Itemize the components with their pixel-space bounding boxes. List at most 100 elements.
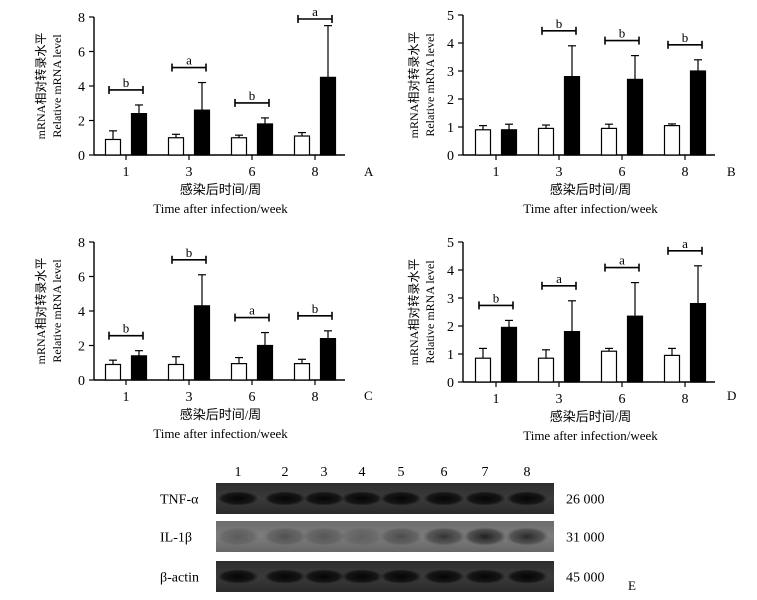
y-tick-label: 1 xyxy=(447,121,454,136)
blot-band xyxy=(341,527,383,546)
blot-row-size: 26 000 xyxy=(566,493,605,508)
y-tick-label: 4 xyxy=(447,37,454,52)
y-tick-label: 2 xyxy=(447,320,454,335)
bar-control xyxy=(474,357,492,383)
blot-lane-number: 6 xyxy=(441,465,448,480)
blot-band xyxy=(464,527,506,546)
significance-letter: b xyxy=(493,290,500,305)
bar-control xyxy=(663,124,681,156)
x-tick-label: 8 xyxy=(312,390,319,405)
bar-infected xyxy=(689,303,707,383)
y-tick-label: 5 xyxy=(447,9,454,24)
blot-band xyxy=(218,569,258,584)
panel-C: 0 2 4 6 8 1 3 6 8 b b a b mRNA相对转录水平 Relative mRNA lev… xyxy=(33,236,373,441)
x-axis-label-en: Time after infection/week xyxy=(153,426,288,441)
blot-row-size: 45 000 xyxy=(566,571,605,586)
bar-control xyxy=(104,138,122,156)
bar-infected xyxy=(689,70,707,156)
y-tick-label: 4 xyxy=(447,264,454,279)
blot-lane-number: 3 xyxy=(321,465,328,480)
blot-band xyxy=(506,527,548,546)
x-tick-label: 3 xyxy=(556,165,563,180)
significance-letter: b xyxy=(682,30,689,45)
bar-infected xyxy=(130,112,148,156)
blot-band xyxy=(381,491,421,506)
y-tick-label: 6 xyxy=(78,271,85,286)
blot-lane-number: 8 xyxy=(524,465,531,480)
bar-control xyxy=(167,363,185,381)
panel-letter-B: B xyxy=(727,164,736,179)
x-axis-label-en: Time after infection/week xyxy=(523,201,658,216)
significance-letter: b xyxy=(312,301,319,316)
blot-band xyxy=(380,527,422,546)
x-axis-label-zh: 感染后时间/周 xyxy=(180,182,262,197)
y-tick-label: 8 xyxy=(78,11,85,26)
y-tick-label: 0 xyxy=(447,149,454,164)
bar-infected xyxy=(563,331,581,383)
blot-lane-number: 4 xyxy=(359,465,366,480)
blot-lane-numbers: 1 2 3 4 5 6 7 8 xyxy=(235,465,531,480)
bar-infected xyxy=(256,344,274,381)
blot-band xyxy=(342,491,382,506)
x-tick-label: 6 xyxy=(249,165,256,180)
y-tick-label: 2 xyxy=(447,93,454,108)
bar-infected xyxy=(626,315,644,383)
blot-band xyxy=(265,491,305,506)
bar-infected xyxy=(193,305,211,381)
blot-band xyxy=(423,527,465,546)
y-tick-label: 0 xyxy=(447,376,454,391)
y-axis-label-en: Relative mRNA level xyxy=(423,260,437,364)
significance-letter: b xyxy=(123,75,130,90)
bar-infected xyxy=(319,76,337,156)
bar-control xyxy=(600,350,618,383)
bar-control xyxy=(600,127,618,156)
x-tick-label: 1 xyxy=(493,392,500,407)
y-axis-label-en: Relative mRNA level xyxy=(423,33,437,137)
x-tick-label: 8 xyxy=(682,165,689,180)
bar-infected xyxy=(193,109,211,156)
x-tick-label: 3 xyxy=(186,165,193,180)
blot-lane-number: 5 xyxy=(398,465,405,480)
bar-infected xyxy=(563,75,581,156)
x-axis-label-en: Time after infection/week xyxy=(523,428,658,443)
blot-band xyxy=(424,491,464,506)
y-axis-label-zh: mRNA相对转录水平 xyxy=(406,259,421,366)
y-tick-label: 8 xyxy=(78,236,85,251)
blot-band xyxy=(342,569,382,584)
significance-letter: a xyxy=(619,253,625,268)
significance-letter: b xyxy=(123,321,130,336)
panel-letter-A: A xyxy=(364,164,374,179)
bar-infected xyxy=(256,123,274,156)
blot-lane-number: 1 xyxy=(235,465,242,480)
x-tick-label: 6 xyxy=(619,165,626,180)
bar-infected xyxy=(626,78,644,156)
blot-lane-number: 2 xyxy=(282,465,289,480)
y-axis-label-en: Relative mRNA level xyxy=(50,34,64,138)
y-axis-label-en: Relative mRNA level xyxy=(50,259,64,363)
blot-band xyxy=(424,569,464,584)
y-axis-label-zh: mRNA相对转录水平 xyxy=(33,33,48,140)
y-axis-label-zh: mRNA相对转录水平 xyxy=(33,258,48,365)
significance-letter: b xyxy=(619,26,626,41)
blot-band xyxy=(381,569,421,584)
significance-letter: a xyxy=(682,236,688,251)
bar-control xyxy=(474,129,492,156)
blot-rows: TNF-α 26 000 IL-1β 31 000 β-actin 45 000 xyxy=(160,483,605,592)
x-axis-label-zh: 感染后时间/周 xyxy=(180,407,262,422)
x-tick-label: 8 xyxy=(312,165,319,180)
blot-band xyxy=(303,527,345,546)
panel-letter-D: D xyxy=(727,388,736,403)
bar-infected xyxy=(319,338,337,381)
y-tick-label: 2 xyxy=(78,115,85,130)
x-axis-label-zh: 感染后时间/周 xyxy=(550,409,632,424)
y-tick-label: 0 xyxy=(78,374,85,389)
y-tick-label: 5 xyxy=(447,236,454,251)
x-tick-label: 3 xyxy=(186,390,193,405)
bar-infected xyxy=(500,129,518,156)
y-axis-label-zh: mRNA相对转录水平 xyxy=(406,32,421,139)
blot-band xyxy=(465,491,505,506)
panel-D: 0 1 2 3 4 5 1 3 6 8 b a a a mRNA相对转录水平 Relative mRNA le… xyxy=(406,236,736,443)
y-tick-label: 1 xyxy=(447,348,454,363)
panel-letter-E: E xyxy=(628,578,636,593)
significance-letter: a xyxy=(556,271,562,286)
